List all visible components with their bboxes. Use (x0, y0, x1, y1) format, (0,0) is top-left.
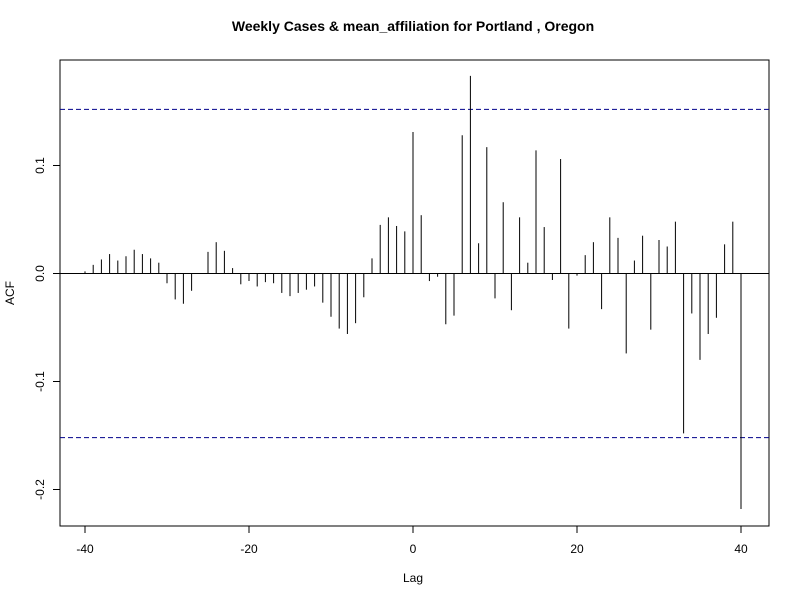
y-tick-label--0.2: -0.2 (33, 479, 47, 500)
x-tick-label-0: 0 (410, 542, 417, 556)
x-axis: -40 -20 0 20 40 (76, 526, 748, 556)
y-tick-label--0.1: -0.1 (33, 371, 47, 392)
confidence-bounds (60, 108, 769, 439)
chart-title: Weekly Cases & mean_affiliation for Port… (232, 18, 594, 34)
x-tick-label-20: 20 (570, 542, 584, 556)
plot-frame (59, 59, 770, 527)
x-tick-label-40: 40 (734, 542, 748, 556)
y-axis: -0.2 -0.1 0.0 0.1 (33, 157, 60, 500)
y-tick-label-0.0: 0.0 (33, 265, 47, 282)
y-axis-label: ACF (3, 281, 17, 305)
x-tick-label--40: -40 (76, 542, 94, 556)
x-axis-label: Lag (403, 571, 423, 585)
x-tick-label--20: -20 (240, 542, 258, 556)
y-tick-label-0.1: 0.1 (33, 157, 47, 174)
acf-bars (84, 75, 742, 509)
